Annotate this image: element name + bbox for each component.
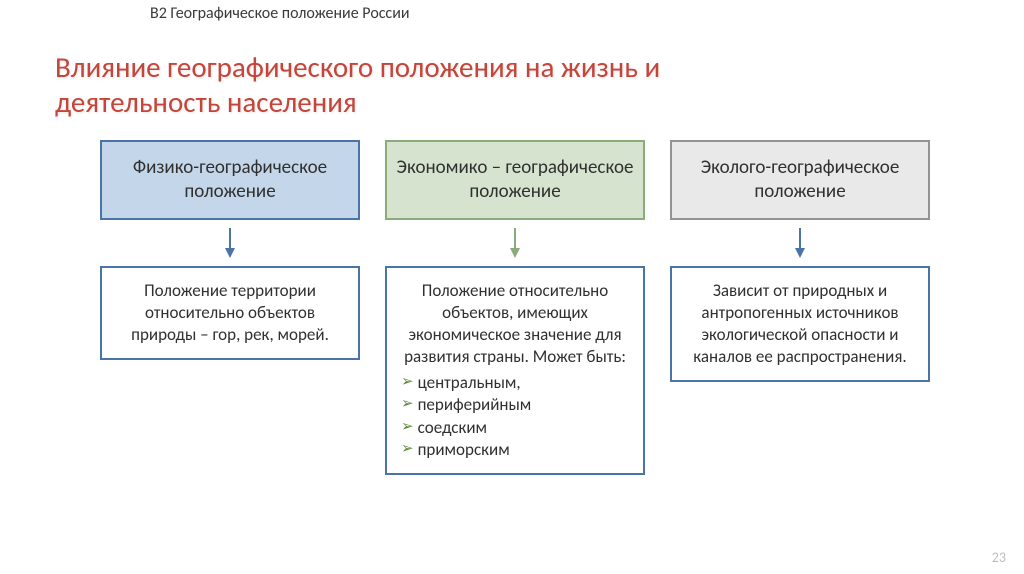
top-box-economic: Экономико – географическое положение bbox=[385, 140, 645, 220]
desc-box-ecological: Зависит от природных и антропогенных ист… bbox=[670, 266, 930, 382]
arrow-physical bbox=[222, 228, 238, 258]
title-line-2: деятельность населения bbox=[55, 84, 357, 120]
list-text: периферийным bbox=[418, 394, 532, 416]
bullet-icon: ➢ bbox=[401, 417, 414, 438]
desc-box-physical: Положение территории относительно объект… bbox=[100, 266, 360, 360]
arrow-ecological bbox=[792, 228, 808, 258]
list-text: соедским bbox=[418, 417, 487, 439]
arrow-economic bbox=[507, 228, 523, 258]
top-box-ecological: Эколого-географическое положение bbox=[670, 140, 930, 220]
bullet-icon: ➢ bbox=[401, 439, 414, 460]
column-physical: Физико-географическое положение Положени… bbox=[100, 140, 360, 475]
column-ecological: Эколого-географическое положение Зависит… bbox=[670, 140, 930, 475]
desc-intro-economic: Положение относительно объектов, имеющих… bbox=[401, 280, 629, 368]
main-title: Влияние географического положения на жиз… bbox=[55, 50, 660, 120]
top-box-physical: Физико-географическое положение bbox=[100, 140, 360, 220]
list-item: ➢ соедским bbox=[401, 417, 629, 439]
list-text: приморским bbox=[418, 439, 510, 461]
page-number: 23 bbox=[992, 549, 1006, 566]
bullet-icon: ➢ bbox=[401, 394, 414, 415]
list-item: ➢ приморским bbox=[401, 439, 629, 461]
columns-container: Физико-географическое положение Положени… bbox=[100, 140, 930, 475]
column-economic: Экономико – географическое положение Пол… bbox=[385, 140, 645, 475]
title-line-1: Влияние географического положения на жиз… bbox=[55, 49, 660, 85]
list-text: центральным, bbox=[418, 372, 521, 394]
header-label: В2 Географическое положение России bbox=[150, 4, 410, 23]
list-item: ➢периферийным bbox=[401, 394, 629, 416]
desc-box-economic: Положение относительно объектов, имеющих… bbox=[385, 266, 645, 475]
bullet-icon: ➢ bbox=[401, 372, 414, 393]
list-item: ➢центральным, bbox=[401, 372, 629, 394]
